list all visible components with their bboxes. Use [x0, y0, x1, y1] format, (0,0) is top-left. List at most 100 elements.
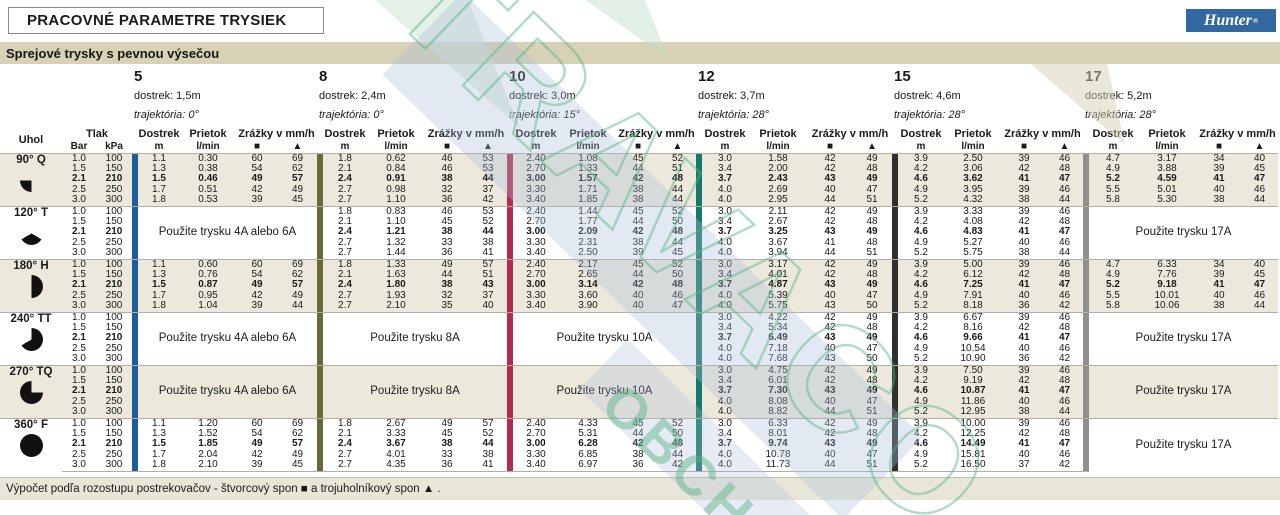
data-cell: 42 [1002, 269, 1046, 281]
data-cell: 48 [866, 428, 878, 440]
data-cell: 2.43 [748, 173, 808, 185]
data-cell: 44 [482, 226, 494, 238]
data-cell: 0.87 [180, 279, 236, 291]
separator-bar [507, 311, 513, 323]
data-cell: 41 [1197, 173, 1241, 185]
angle-group-label: 180° H [0, 258, 62, 313]
data-cell: 2.7 [323, 184, 367, 196]
hunter-logo: Hunter ® [1186, 9, 1276, 32]
data-cell: 44 [1241, 194, 1278, 207]
separator-bar [132, 269, 138, 281]
data-cell: 38 [425, 279, 469, 291]
data-cell: 45 [617, 417, 659, 430]
table-row: 2.1 210 3.7 7.30 43 49 4.6 10.87 41 47 [0, 386, 1278, 397]
data-cell: 1.08 [559, 152, 617, 164]
data-cell: 43 [824, 226, 836, 238]
separator-bar [696, 343, 702, 355]
data-cell: 36 [617, 460, 659, 472]
separator-bar [507, 216, 513, 228]
kpa-cell: 250 [96, 184, 132, 196]
data-cell: 49 [236, 173, 278, 185]
data-cell: 42 [1018, 322, 1030, 333]
table-row: 2.5 250 2.7 1.32 33 38 3.30 2.31 38 44 4.0 3.67 41 48… [0, 236, 1278, 249]
separator-bar [507, 343, 513, 355]
kpa-cell: 250 [105, 236, 123, 248]
separator-bar [317, 449, 323, 461]
arc-90-icon [19, 168, 43, 192]
data-cell: 1.5 [152, 438, 166, 450]
separator-bar [507, 163, 513, 175]
angle-group-label: 240° TT [0, 311, 62, 366]
bar-cell: 2.1 [62, 279, 96, 291]
data-cell: 1.5 [138, 173, 180, 185]
separator-bar [507, 386, 513, 397]
data-cell: 3.7 [718, 438, 732, 450]
separator-bar [317, 205, 323, 217]
separator-bar [892, 174, 898, 185]
prietok-unit: l/min [384, 140, 408, 152]
data-cell: 40 [617, 301, 659, 313]
data-cell: 4.0 [702, 407, 748, 419]
separator-bar [317, 439, 323, 450]
data-cell: 57 [469, 417, 507, 430]
data-cell: 2.1 [323, 269, 367, 281]
data-cell: 4.0 [718, 448, 732, 460]
note-cell: Použite trysku 17A [1089, 205, 1278, 260]
data-cell: 2.70 [526, 428, 546, 440]
data-cell: 5.27 [963, 236, 983, 248]
data-cell: 34 [1197, 152, 1241, 164]
square-spacing-icon: ■ [443, 140, 451, 152]
separator-bar [507, 280, 513, 291]
separator-bar [1083, 216, 1089, 228]
separator-bar [507, 205, 513, 217]
nozzle-range: dostrek: 3,7m [698, 90, 765, 102]
data-cell: 49 [852, 279, 892, 291]
data-cell: 4.6 [914, 332, 928, 344]
data-cell: 46 [425, 163, 469, 175]
kpa-cell: 100 [96, 364, 132, 377]
note-cell: Použite trysku 4A alebo 6A [138, 364, 317, 419]
data-cell: 3.17 [1137, 152, 1197, 164]
separator-bar [696, 311, 702, 323]
data-cell: 60 [236, 417, 278, 430]
separator-bar [1083, 323, 1089, 334]
kpa-cell: 300 [96, 248, 132, 260]
data-cell: 62 [278, 163, 317, 175]
data-cell: 42 [824, 428, 836, 440]
data-cell: 3.60 [559, 290, 617, 302]
data-cell: 4.0 [702, 301, 748, 313]
data-cell: 38 [441, 226, 453, 238]
data-cell: 44 [632, 215, 644, 227]
data-cell: 57 [469, 258, 507, 270]
data-cell: 0.60 [180, 258, 236, 270]
data-cell: 6.33 [748, 417, 808, 430]
data-cell: 45 [617, 152, 659, 164]
data-cell: 12.25 [960, 428, 986, 440]
data-cell: 45 [278, 460, 317, 472]
separator-bar [132, 323, 138, 334]
separator-bar [507, 258, 513, 270]
separator-bar [696, 184, 702, 196]
separator-bar [1083, 429, 1089, 440]
data-cell: 45 [659, 248, 696, 260]
data-cell: 3.00 [526, 226, 546, 238]
separator-bar [317, 269, 323, 281]
data-cell: 7.25 [944, 279, 1002, 291]
data-cell: 46 [1046, 396, 1083, 408]
table-row: 3.0 300 1.8 0.53 39 45 2.7 1.10 36 42 3.40 1.85 38 44… [0, 194, 1278, 207]
data-cell: 3.7 [702, 386, 748, 397]
data-cell: 1.33 [559, 163, 617, 175]
nozzle-range: dostrek: 1,5m [134, 90, 201, 102]
data-cell: 3.7 [718, 226, 732, 238]
bar-cell: 2.5 [72, 448, 86, 460]
data-cell: 4.0 [718, 236, 732, 248]
data-cell: 10.87 [944, 386, 1002, 397]
nozzle-trajectory: trajektória: 28° [1085, 109, 1157, 121]
data-cell: 5.30 [1137, 194, 1197, 207]
nozzle-number: 17 [1085, 68, 1102, 85]
data-cell: 51 [852, 407, 892, 419]
data-cell: 2.4 [323, 173, 367, 185]
data-cell: 48 [671, 226, 684, 238]
data-cell: 42 [469, 194, 507, 207]
data-cell: 4.9 [914, 342, 928, 354]
